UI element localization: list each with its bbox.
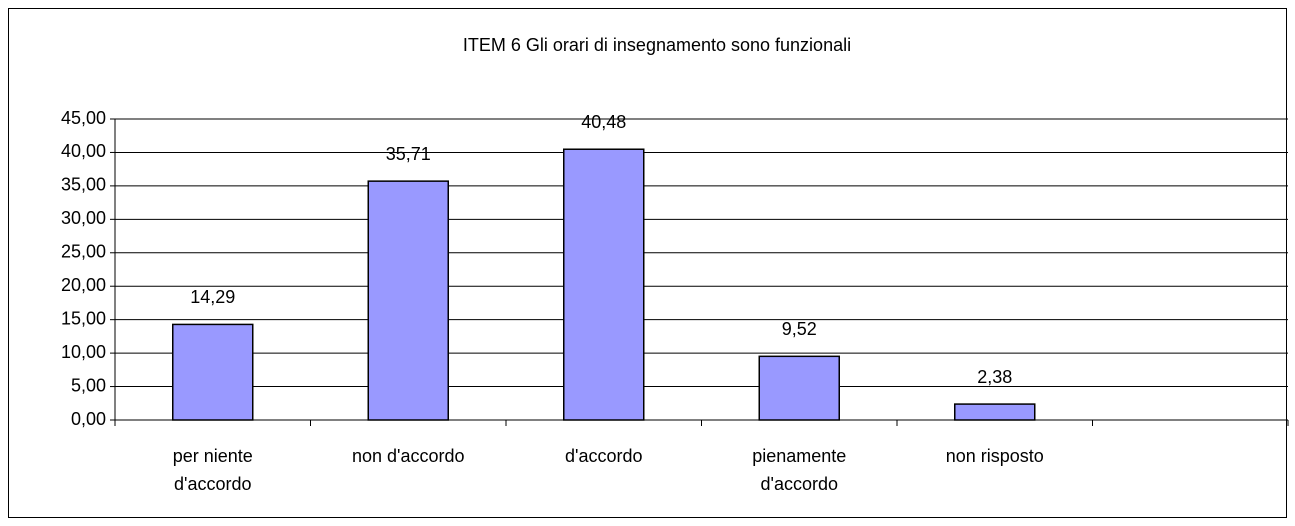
y-tick-label: 15,00 (61, 308, 106, 328)
x-tick-label-box: pienamente d'accordo (752, 446, 847, 494)
data-label: 9,52 (782, 319, 817, 339)
x-tick-label: non risposto (945, 446, 1044, 466)
data-label: 35,71 (386, 144, 431, 164)
x-tick-label: d'accordo (565, 446, 643, 466)
y-tick-label: 35,00 (61, 175, 106, 195)
x-tick-label: non d'accordo (351, 446, 465, 466)
x-tick-label: per niente d'accordo (172, 446, 253, 494)
y-tick-label: 25,00 (61, 242, 106, 262)
chart-frame (8, 8, 1287, 518)
x-tick-label-box: non risposto (945, 446, 1044, 466)
x-tick-label: pienamente d'accordo (752, 446, 847, 494)
y-tick-label: 10,00 (61, 342, 106, 362)
y-tick-label: 5,00 (71, 375, 106, 395)
bar (172, 323, 254, 421)
data-label: 14,29 (190, 287, 235, 307)
bar (563, 148, 645, 421)
y-tick-label: 40,00 (61, 141, 106, 161)
x-tick-label-box: non d'accordo (351, 446, 465, 466)
chart-title: ITEM 6 Gli orari di insegnamento sono fu… (463, 35, 851, 55)
bar (954, 403, 1036, 421)
bar (367, 180, 449, 421)
x-tick-label-box: per niente d'accordo (172, 446, 253, 494)
bar (758, 355, 840, 421)
x-tick-label-box: d'accordo (565, 446, 643, 466)
y-tick-label: 30,00 (61, 208, 106, 228)
y-tick-label: 20,00 (61, 275, 106, 295)
data-label: 40,48 (581, 112, 626, 132)
data-label: 2,38 (977, 367, 1012, 387)
y-tick-label: 45,00 (61, 108, 106, 128)
y-tick-label: 0,00 (71, 409, 106, 429)
